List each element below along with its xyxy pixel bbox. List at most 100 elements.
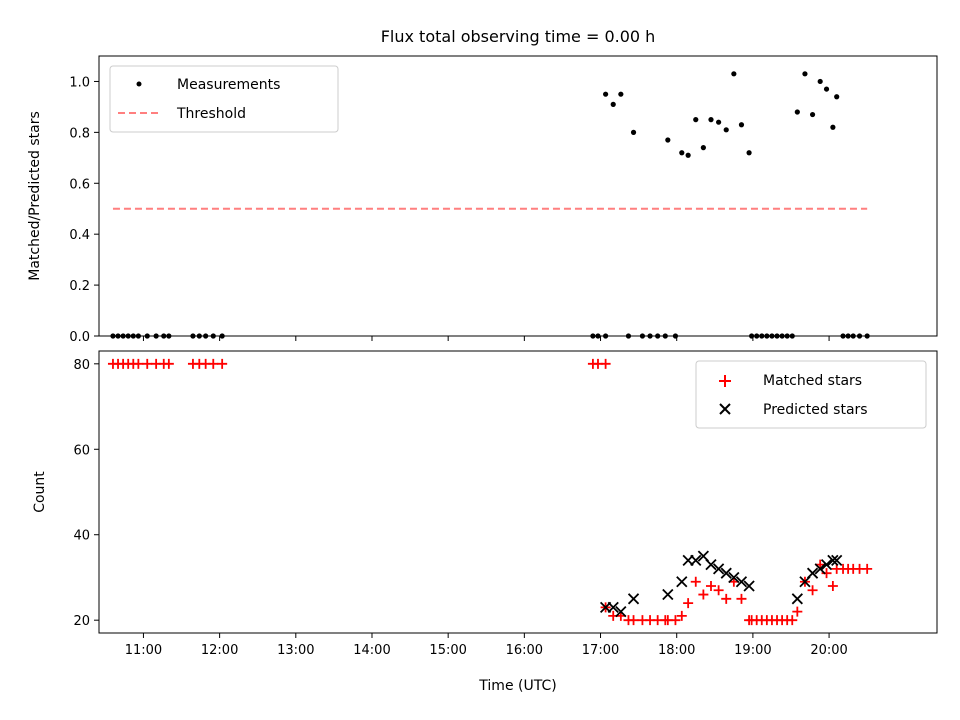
- bottom-y-tick-label: 80: [73, 358, 90, 373]
- predicted-stars-point: [831, 554, 843, 567]
- bottom-x-tick-label: 13:00: [277, 643, 314, 658]
- matched-stars-point: [827, 581, 838, 591]
- predicted-stars-point: [728, 571, 740, 584]
- measurements-point: [610, 101, 616, 107]
- predicted-stars-point: [627, 593, 640, 605]
- bottom-x-tick: 19:00: [734, 633, 772, 658]
- matched-stars-point: [807, 585, 818, 596]
- measurements-point: [665, 137, 671, 143]
- matched-stars-legend-marker: [719, 375, 731, 387]
- top-y-ticks: 0.0 0.2 0.4 0.6 0.8 1.0: [69, 75, 99, 345]
- matched-stars-point: [821, 568, 832, 579]
- bottom-x-tick: 18:00: [658, 633, 695, 658]
- predicted-stars-point: [791, 593, 803, 605]
- measurements-point: [679, 150, 685, 156]
- matched-stars-point: [163, 358, 174, 369]
- measurements-point: [738, 122, 745, 128]
- bottom-x-tick: 17:00: [582, 633, 619, 658]
- matched-stars-point: [133, 358, 144, 369]
- matched-stars-point: [676, 610, 687, 621]
- bottom-x-tick: 14:00: [353, 633, 391, 658]
- predicted-stars-point: [676, 576, 688, 588]
- matched-stars-point: [142, 358, 153, 369]
- bottom-y-tick-label: 20: [73, 614, 90, 629]
- top-y-tick: 0.2: [69, 279, 99, 294]
- measurements-point: [823, 86, 830, 92]
- top-panel: 0.0 0.2 0.4 0.6 0.8 1.0 Matched/Predicted sta…: [27, 55, 938, 345]
- bottom-x-tick-label: 20:00: [810, 643, 847, 658]
- matched-stars-point: [713, 585, 724, 596]
- chart-title: Flux total observing time = 0.00 h: [381, 27, 656, 46]
- measurements-point: [731, 71, 737, 77]
- measurements-point: [834, 94, 840, 100]
- top-y-axis-title: Matched/Predicted stars: [27, 111, 43, 281]
- x-axis-title: Time (UTC): [478, 678, 556, 694]
- matched-stars-point: [787, 615, 798, 626]
- predicted-stars-point: [615, 605, 627, 618]
- top-y-tick-label: 0.0: [69, 330, 90, 345]
- predicted-stars-point: [662, 588, 674, 601]
- measurements-legend-label: Measurements: [177, 77, 280, 93]
- bottom-axes-frame: [98, 350, 938, 634]
- predicted-stars-point: [806, 567, 819, 579]
- top-y-tick-label: 0.4: [69, 228, 90, 243]
- measurements-point: [746, 150, 752, 156]
- top-plot-area: [110, 71, 870, 339]
- measurements-point: [708, 117, 714, 123]
- predicted-stars-point: [735, 576, 748, 588]
- matched-stars-point: [792, 606, 803, 617]
- measurements-point: [618, 91, 624, 97]
- measurements-point: [830, 124, 836, 130]
- matched-stars-point: [736, 593, 747, 604]
- bottom-x-tick-label: 12:00: [201, 643, 238, 658]
- predicted-stars-point: [743, 580, 755, 592]
- bottom-x-tick-label: 14:00: [353, 643, 390, 658]
- bottom-y-tick: 60: [73, 443, 99, 458]
- predicted-stars-point: [607, 601, 619, 614]
- top-y-tick: 0.6: [69, 177, 99, 192]
- bottom-legend-box: [695, 360, 927, 429]
- predicted-stars-point: [720, 567, 732, 579]
- predicted-stars-point: [820, 558, 833, 571]
- measurements-point: [685, 152, 691, 158]
- predicted-stars-point: [827, 554, 839, 567]
- measurements-point: [809, 111, 816, 118]
- predicted-stars-legend-marker: [719, 403, 731, 415]
- measurements-point: [817, 78, 823, 85]
- top-y-tick-label: 1.0: [69, 75, 90, 90]
- matched-stars-point: [670, 615, 681, 626]
- measurements-point: [716, 119, 722, 125]
- matched-stars-point: [705, 581, 716, 591]
- measurements-point: [630, 129, 637, 135]
- bottom-y-axis-title: Count: [32, 471, 48, 513]
- bottom-x-tick: 15:00: [429, 633, 467, 658]
- bottom-x-tick: 12:00: [201, 633, 238, 658]
- matched-stars-point: [208, 358, 219, 369]
- bottom-x-tick: 16:00: [506, 633, 543, 658]
- bottom-x-tick: 11:00: [125, 633, 162, 658]
- matched-stars-point: [698, 589, 709, 600]
- bottom-x-tick-label: 19:00: [734, 643, 771, 658]
- top-legend-box: [109, 65, 339, 133]
- top-axes-frame: [98, 55, 938, 337]
- top-y-tick: 0.0: [69, 330, 99, 345]
- top-legend: Measurements Threshold: [109, 65, 339, 133]
- bottom-x-ticks: 11:00 12:00 13:00 14:00 15:00 16:00 17:00 18:00…: [125, 633, 848, 658]
- bottom-y-tick: 20: [73, 614, 99, 629]
- matched-stars-point: [862, 563, 873, 574]
- bottom-x-tick-label: 15:00: [429, 643, 466, 658]
- bottom-plot-area: [107, 358, 873, 626]
- top-x-ticks: [142, 336, 830, 341]
- top-y-tick-label: 0.2: [69, 279, 90, 294]
- matched-stars-point: [721, 593, 732, 604]
- top-y-tick: 0.4: [69, 228, 99, 243]
- measurements-point: [802, 71, 808, 77]
- measurements-point: [723, 127, 729, 133]
- measurements-point: [603, 91, 609, 97]
- matched-stars-point: [217, 358, 228, 369]
- measurements-point: [794, 109, 800, 115]
- measurements-point: [693, 117, 699, 123]
- bottom-y-tick-label: 40: [73, 529, 90, 544]
